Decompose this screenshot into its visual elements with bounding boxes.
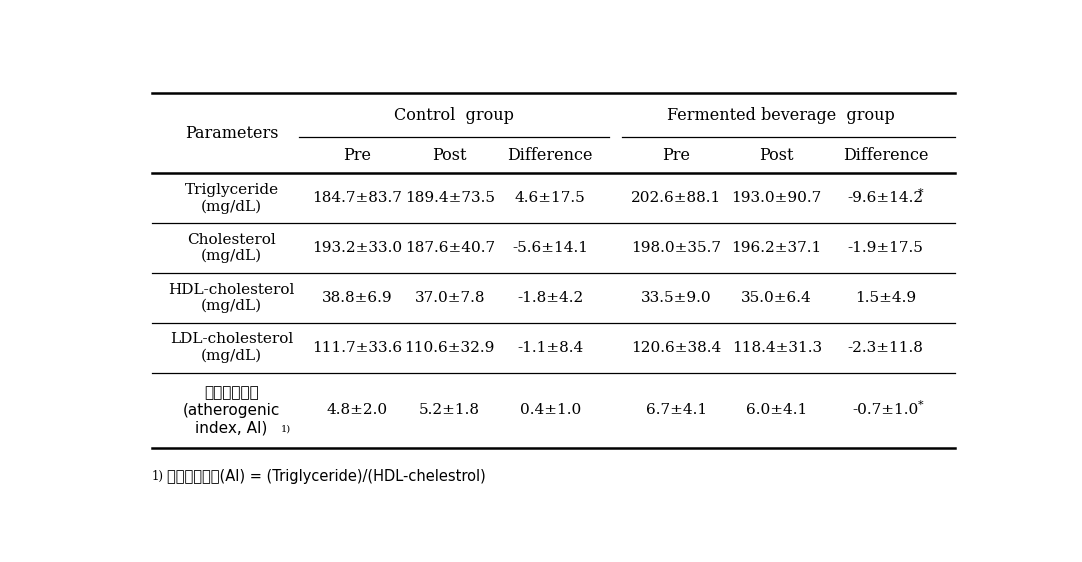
- Text: 38.8±6.9: 38.8±6.9: [322, 291, 393, 305]
- Text: -1.8±4.2: -1.8±4.2: [517, 291, 583, 305]
- Text: 1): 1): [280, 424, 290, 433]
- Text: Difference: Difference: [507, 147, 593, 164]
- Text: 1): 1): [151, 470, 164, 483]
- Text: 6.0±4.1: 6.0±4.1: [747, 404, 807, 418]
- Text: 111.7±33.6: 111.7±33.6: [313, 341, 403, 355]
- Text: -0.7±1.0: -0.7±1.0: [853, 404, 919, 418]
- Text: -1.1±8.4: -1.1±8.4: [517, 341, 583, 355]
- Text: Pre: Pre: [662, 147, 690, 164]
- Text: 6.7±4.1: 6.7±4.1: [646, 404, 707, 418]
- Text: HDL-cholesterol
(mg/dL): HDL-cholesterol (mg/dL): [169, 283, 295, 313]
- Text: 118.4±31.3: 118.4±31.3: [731, 341, 822, 355]
- Text: -5.6±14.1: -5.6±14.1: [513, 241, 589, 255]
- Text: 193.2±33.0: 193.2±33.0: [313, 241, 403, 255]
- Text: -9.6±14.2: -9.6±14.2: [847, 191, 924, 205]
- Text: 1.5±4.9: 1.5±4.9: [855, 291, 916, 305]
- Text: 110.6±32.9: 110.6±32.9: [405, 341, 494, 355]
- Text: Pre: Pre: [343, 147, 371, 164]
- Text: *: *: [918, 400, 923, 410]
- Text: 동맥경화지수(AI) = (Triglyceride)/(HDL-chelestrol): 동맥경화지수(AI) = (Triglyceride)/(HDL-chelest…: [167, 469, 486, 484]
- Text: 37.0±7.8: 37.0±7.8: [414, 291, 485, 305]
- Text: Fermented beverage  group: Fermented beverage group: [668, 107, 895, 124]
- Text: 198.0±35.7: 198.0±35.7: [631, 241, 721, 255]
- Text: Post: Post: [760, 147, 794, 164]
- Text: 35.0±6.4: 35.0±6.4: [741, 291, 813, 305]
- Text: *: *: [918, 188, 923, 198]
- Text: 193.0±90.7: 193.0±90.7: [731, 191, 822, 205]
- Text: 4.8±2.0: 4.8±2.0: [327, 404, 388, 418]
- Text: Cholesterol
(mg/dL): Cholesterol (mg/dL): [187, 233, 276, 264]
- Text: LDL-cholesterol
(mg/dL): LDL-cholesterol (mg/dL): [170, 332, 293, 363]
- Text: 5.2±1.8: 5.2±1.8: [419, 404, 480, 418]
- Text: 202.6±88.1: 202.6±88.1: [631, 191, 722, 205]
- Text: 187.6±40.7: 187.6±40.7: [405, 241, 494, 255]
- Text: Difference: Difference: [843, 147, 928, 164]
- Text: -2.3±11.8: -2.3±11.8: [848, 341, 924, 355]
- Text: 196.2±37.1: 196.2±37.1: [731, 241, 822, 255]
- Text: 184.7±83.7: 184.7±83.7: [313, 191, 403, 205]
- Text: Control  group: Control group: [394, 107, 514, 124]
- Text: Parameters: Parameters: [185, 125, 278, 142]
- Text: Post: Post: [433, 147, 467, 164]
- Text: 189.4±73.5: 189.4±73.5: [405, 191, 494, 205]
- Text: 0.4±1.0: 0.4±1.0: [519, 404, 581, 418]
- Text: 동맥경화지수
(atherogenic
index, AI): 동맥경화지수 (atherogenic index, AI): [183, 386, 280, 436]
- Text: Triglyceride
(mg/dL): Triglyceride (mg/dL): [185, 183, 279, 214]
- Text: 120.6±38.4: 120.6±38.4: [631, 341, 722, 355]
- Text: -1.9±17.5: -1.9±17.5: [848, 241, 924, 255]
- Text: 4.6±17.5: 4.6±17.5: [515, 191, 585, 205]
- Text: 33.5±9.0: 33.5±9.0: [641, 291, 712, 305]
